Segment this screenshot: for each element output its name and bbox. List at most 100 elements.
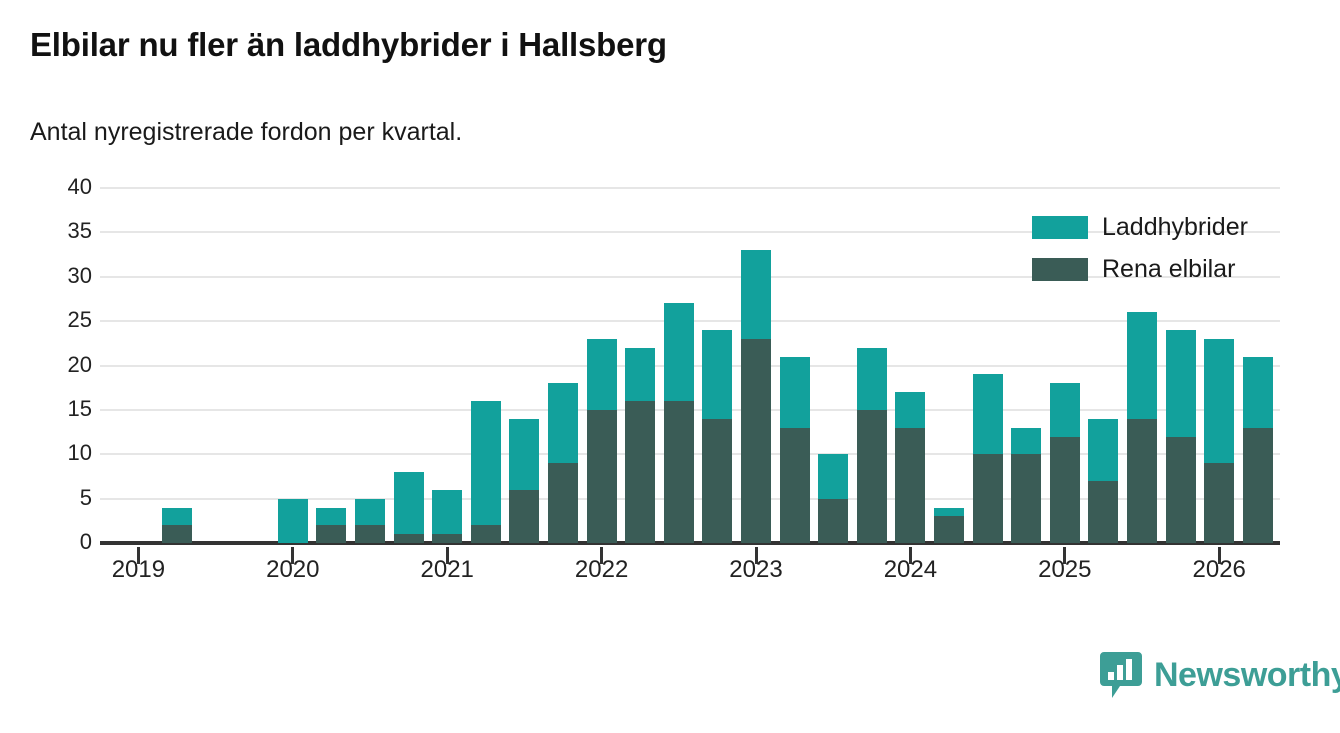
bar-segment-laddhybrider	[1049, 383, 1080, 437]
bar-segment-rena-elbilar	[972, 454, 1003, 543]
bar-2021-q1	[432, 489, 463, 543]
bar-segment-laddhybrider	[1242, 356, 1273, 428]
bar-segment-laddhybrider	[509, 418, 540, 490]
bar-segment-laddhybrider	[818, 454, 849, 499]
bar-segment-laddhybrider	[586, 338, 617, 410]
bar-segment-rena-elbilar	[1088, 480, 1119, 543]
bar-segment-laddhybrider	[702, 330, 733, 419]
bar-segment-laddhybrider	[1165, 330, 1196, 437]
bar-2020-q2	[316, 507, 347, 543]
bar-2025-q2	[1088, 418, 1119, 543]
bar-segment-laddhybrider	[779, 356, 810, 428]
bar-2026-q2	[1242, 356, 1273, 543]
x-axis-tick-label: 2026	[1192, 556, 1246, 583]
bar-segment-laddhybrider	[1204, 338, 1235, 464]
bar-2025-q4	[1165, 330, 1196, 543]
bar-segment-rena-elbilar	[934, 516, 964, 543]
legend-item[interactable]: Laddhybrider	[1032, 206, 1248, 248]
bar-segment-rena-elbilar	[1049, 436, 1080, 543]
bar-2020-q1	[277, 498, 308, 543]
bar-2025-q1	[1049, 383, 1080, 543]
y-axis-tick-label: 10	[67, 440, 92, 466]
bar-segment-laddhybrider	[432, 489, 463, 535]
chart-subtitle: Antal nyregistrerade fordon per kvartal.	[30, 118, 463, 146]
x-axis-tick-label: 2022	[574, 556, 629, 583]
brand-name: Newsworthy	[1154, 655, 1340, 694]
x-axis-tick	[754, 547, 758, 564]
x-axis-tick-label: 2024	[883, 556, 938, 583]
bar-segment-laddhybrider	[972, 374, 1003, 455]
newsworthy-logo: Newsworthy	[1100, 652, 1340, 698]
chart-legend: Laddhybrider Rena elbilar	[1032, 206, 1248, 290]
bar-series-container	[100, 188, 1280, 543]
bar-2025-q3	[1127, 312, 1157, 543]
bar-2022-q3	[663, 303, 694, 543]
y-axis-tick-label: 0	[79, 529, 92, 554]
bar-2020-q4	[393, 472, 424, 543]
bar-segment-rena-elbilar	[316, 525, 347, 543]
bar-2023-q4	[856, 347, 887, 543]
bar-segment-rena-elbilar	[548, 463, 578, 543]
bar-segment-rena-elbilar	[1127, 418, 1157, 543]
legend-item[interactable]: Rena elbilar	[1032, 248, 1248, 290]
bar-chart-speech-bubble-icon	[1100, 652, 1142, 698]
legend-label: Laddhybrider	[1102, 212, 1248, 241]
bar-2024-q2	[934, 507, 964, 543]
x-axis-tick	[1063, 547, 1067, 564]
legend-label: Rena elbilar	[1102, 254, 1236, 283]
x-axis-tick-label: 2021	[420, 556, 474, 583]
bar-segment-laddhybrider	[470, 401, 501, 526]
bar-segment-rena-elbilar	[470, 525, 501, 543]
bar-segment-laddhybrider	[934, 507, 964, 517]
x-axis-line	[100, 541, 1280, 545]
y-axis-tick-label: 30	[67, 262, 92, 288]
bar-segment-laddhybrider	[625, 347, 656, 401]
bar-segment-rena-elbilar	[509, 489, 540, 543]
bar-2020-q3	[355, 498, 385, 543]
bar-segment-rena-elbilar	[895, 427, 926, 543]
bar-segment-laddhybrider	[1127, 312, 1157, 419]
bar-2022-q1	[586, 338, 617, 543]
bar-2026-q1	[1204, 338, 1235, 543]
bar-2021-q2	[470, 401, 501, 543]
bar-segment-rena-elbilar	[162, 525, 192, 543]
gridline	[100, 187, 1280, 189]
bar-segment-laddhybrider	[548, 383, 578, 464]
bar-segment-laddhybrider	[162, 507, 192, 526]
bar-segment-laddhybrider	[1088, 418, 1119, 481]
y-axis-tick-label: 5	[79, 484, 92, 510]
bar-2024-q3	[972, 374, 1003, 543]
gridline	[100, 275, 1280, 278]
bar-segment-rena-elbilar	[1242, 427, 1273, 543]
bar-segment-laddhybrider	[355, 498, 385, 526]
bar-segment-rena-elbilar	[1204, 463, 1235, 543]
bar-segment-rena-elbilar	[1011, 454, 1042, 543]
bar-2024-q4	[1011, 427, 1042, 543]
y-axis-tick-label: 40	[67, 174, 92, 199]
legend-swatch	[1032, 257, 1088, 281]
bar-segment-rena-elbilar	[663, 401, 694, 543]
x-axis-tick-label: 2020	[266, 556, 320, 583]
bar-2023-q2	[779, 356, 810, 543]
x-axis-tick-label: 2019	[111, 556, 166, 583]
bar-segment-rena-elbilar	[355, 525, 385, 543]
y-axis-tick-label: 15	[67, 395, 92, 421]
bar-2022-q4	[702, 330, 733, 543]
x-axis-tick-label: 2025	[1038, 556, 1092, 583]
bar-2024-q1	[895, 392, 926, 543]
x-axis-tick	[908, 547, 912, 564]
bar-segment-rena-elbilar	[818, 498, 849, 543]
bar-segment-laddhybrider	[895, 392, 926, 428]
bar-segment-rena-elbilar	[625, 401, 656, 543]
bar-segment-laddhybrider	[663, 303, 694, 401]
bar-segment-rena-elbilar	[856, 409, 887, 543]
bar-segment-rena-elbilar	[1165, 436, 1196, 543]
bar-2023-q1	[741, 250, 771, 543]
bar-2021-q3	[509, 418, 540, 543]
bar-2023-q3	[818, 454, 849, 543]
bar-segment-laddhybrider	[741, 250, 771, 339]
bar-segment-laddhybrider	[393, 472, 424, 535]
bar-2019-q2	[162, 507, 192, 543]
x-axis-tick-label: 2023	[729, 556, 783, 583]
